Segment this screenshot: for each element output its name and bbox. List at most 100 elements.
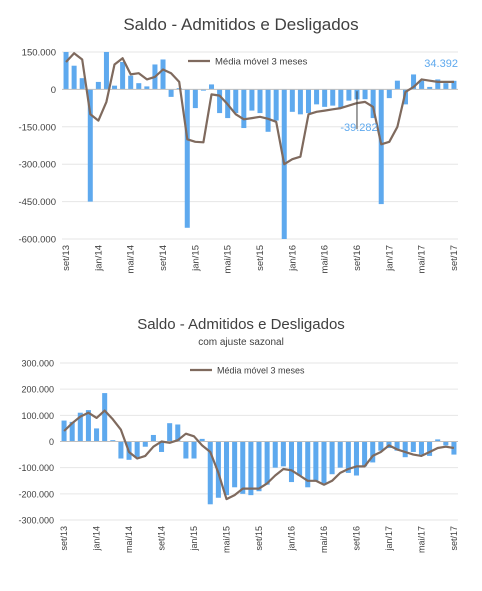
bar bbox=[215, 441, 221, 498]
bar bbox=[451, 441, 457, 455]
x-tick-label: jan/17 bbox=[384, 526, 394, 552]
bar bbox=[322, 89, 328, 107]
bar bbox=[314, 89, 320, 105]
y-tick-label: -200.000 bbox=[18, 489, 54, 499]
x-tick-label: mai/14 bbox=[124, 526, 134, 553]
bar bbox=[265, 89, 271, 132]
bar bbox=[427, 86, 433, 90]
bar bbox=[321, 441, 327, 484]
x-tick-label: mai/16 bbox=[319, 526, 329, 553]
bar bbox=[264, 441, 270, 485]
bar bbox=[159, 441, 165, 452]
moving-average-line bbox=[65, 52, 454, 166]
bar bbox=[410, 441, 416, 452]
y-tick-label: -150.000 bbox=[18, 122, 56, 133]
bar bbox=[223, 441, 230, 496]
bar bbox=[345, 441, 351, 473]
bar bbox=[370, 89, 376, 119]
bar bbox=[118, 441, 124, 459]
chart-title: Saldo - Admitidos e Desligados bbox=[123, 15, 358, 34]
bar bbox=[443, 83, 449, 90]
bar bbox=[305, 441, 311, 488]
y-tick-label: 150.000 bbox=[22, 48, 56, 59]
bar bbox=[386, 89, 392, 99]
bar bbox=[134, 441, 140, 458]
chart-subtitle: com ajuste sazonal bbox=[198, 337, 284, 348]
bar bbox=[418, 441, 424, 455]
line-series bbox=[63, 409, 455, 501]
y-tick-label: 100.000 bbox=[21, 411, 54, 421]
bar bbox=[297, 441, 303, 476]
x-tick-label: mai/14 bbox=[126, 245, 137, 274]
x-tick-label: jan/15 bbox=[190, 245, 201, 272]
bar bbox=[200, 89, 206, 91]
bar bbox=[71, 65, 77, 90]
y-axis: 300.000 200.000 100.000 0 -100.000 -200.000 -3… bbox=[18, 359, 54, 526]
x-tick-label: set/14 bbox=[157, 526, 167, 551]
x-tick-label: mai/15 bbox=[223, 245, 234, 274]
bar bbox=[256, 441, 262, 492]
chart-saldo: Saldo - Admitidos e Desligados 150.000 0 -… bbox=[18, 15, 460, 274]
bar bbox=[313, 441, 319, 481]
bar bbox=[128, 75, 134, 90]
y-tick-label: 0 bbox=[51, 85, 56, 96]
y-axis: 150.000 0 -150.000 -300.000 -450.000 -600.000 bbox=[18, 48, 56, 246]
bar bbox=[120, 61, 126, 90]
x-tick-label: set/16 bbox=[351, 526, 361, 551]
y-tick-label: -600.000 bbox=[18, 235, 56, 246]
chart-saldo-ajuste-sazonal: Saldo - Admitidos e Desligados com ajust… bbox=[18, 316, 458, 553]
x-tick-label: mai/17 bbox=[417, 245, 428, 274]
bar bbox=[394, 441, 400, 451]
bar bbox=[217, 89, 223, 114]
x-tick-label: set/14 bbox=[158, 245, 169, 271]
x-tick-label: jan/16 bbox=[286, 526, 296, 552]
bar bbox=[160, 59, 166, 90]
data-label: 34.392 bbox=[424, 58, 458, 70]
chart-title: Saldo - Admitidos e Desligados bbox=[137, 316, 345, 333]
bar bbox=[103, 52, 109, 90]
bar bbox=[297, 89, 303, 115]
y-tick-label: 0 bbox=[49, 437, 54, 447]
bar bbox=[136, 83, 142, 90]
bar bbox=[419, 80, 425, 90]
bar bbox=[184, 89, 190, 228]
x-tick-label: jan/17 bbox=[384, 245, 395, 272]
bar bbox=[288, 441, 295, 483]
bar bbox=[257, 89, 263, 114]
bar bbox=[305, 89, 311, 114]
legend-label: Média móvel 3 meses bbox=[215, 57, 308, 68]
legend: Média móvel 3 meses bbox=[188, 57, 308, 68]
x-tick-label: mai/17 bbox=[416, 526, 426, 553]
bar bbox=[142, 441, 148, 447]
bar bbox=[144, 86, 150, 90]
bar bbox=[273, 89, 279, 121]
bar bbox=[102, 393, 108, 442]
moving-average-line bbox=[63, 409, 455, 501]
bar bbox=[329, 441, 335, 475]
bar bbox=[192, 89, 198, 109]
bar bbox=[289, 89, 295, 112]
bar bbox=[346, 89, 352, 101]
bar bbox=[85, 410, 91, 442]
bar bbox=[427, 441, 433, 456]
bar bbox=[61, 420, 67, 442]
x-tick-label: set/13 bbox=[61, 245, 72, 271]
x-tick-label: set/17 bbox=[449, 245, 460, 271]
x-tick-label: set/13 bbox=[59, 526, 69, 551]
bar-series bbox=[63, 52, 457, 240]
x-tick-label: mai/16 bbox=[320, 245, 331, 274]
bar bbox=[272, 441, 278, 468]
bar bbox=[168, 89, 174, 97]
x-tick-label: set/16 bbox=[352, 245, 363, 271]
bar bbox=[94, 428, 100, 442]
bar bbox=[411, 74, 417, 90]
bar bbox=[241, 89, 247, 129]
bar bbox=[402, 441, 408, 458]
data-label: -39.282 bbox=[340, 122, 377, 134]
y-tick-label: -450.000 bbox=[18, 197, 56, 208]
bar bbox=[330, 89, 336, 106]
x-tick-label: jan/14 bbox=[93, 245, 104, 272]
bar bbox=[112, 85, 118, 90]
bar bbox=[175, 424, 181, 442]
y-tick-label: -100.000 bbox=[18, 463, 54, 473]
